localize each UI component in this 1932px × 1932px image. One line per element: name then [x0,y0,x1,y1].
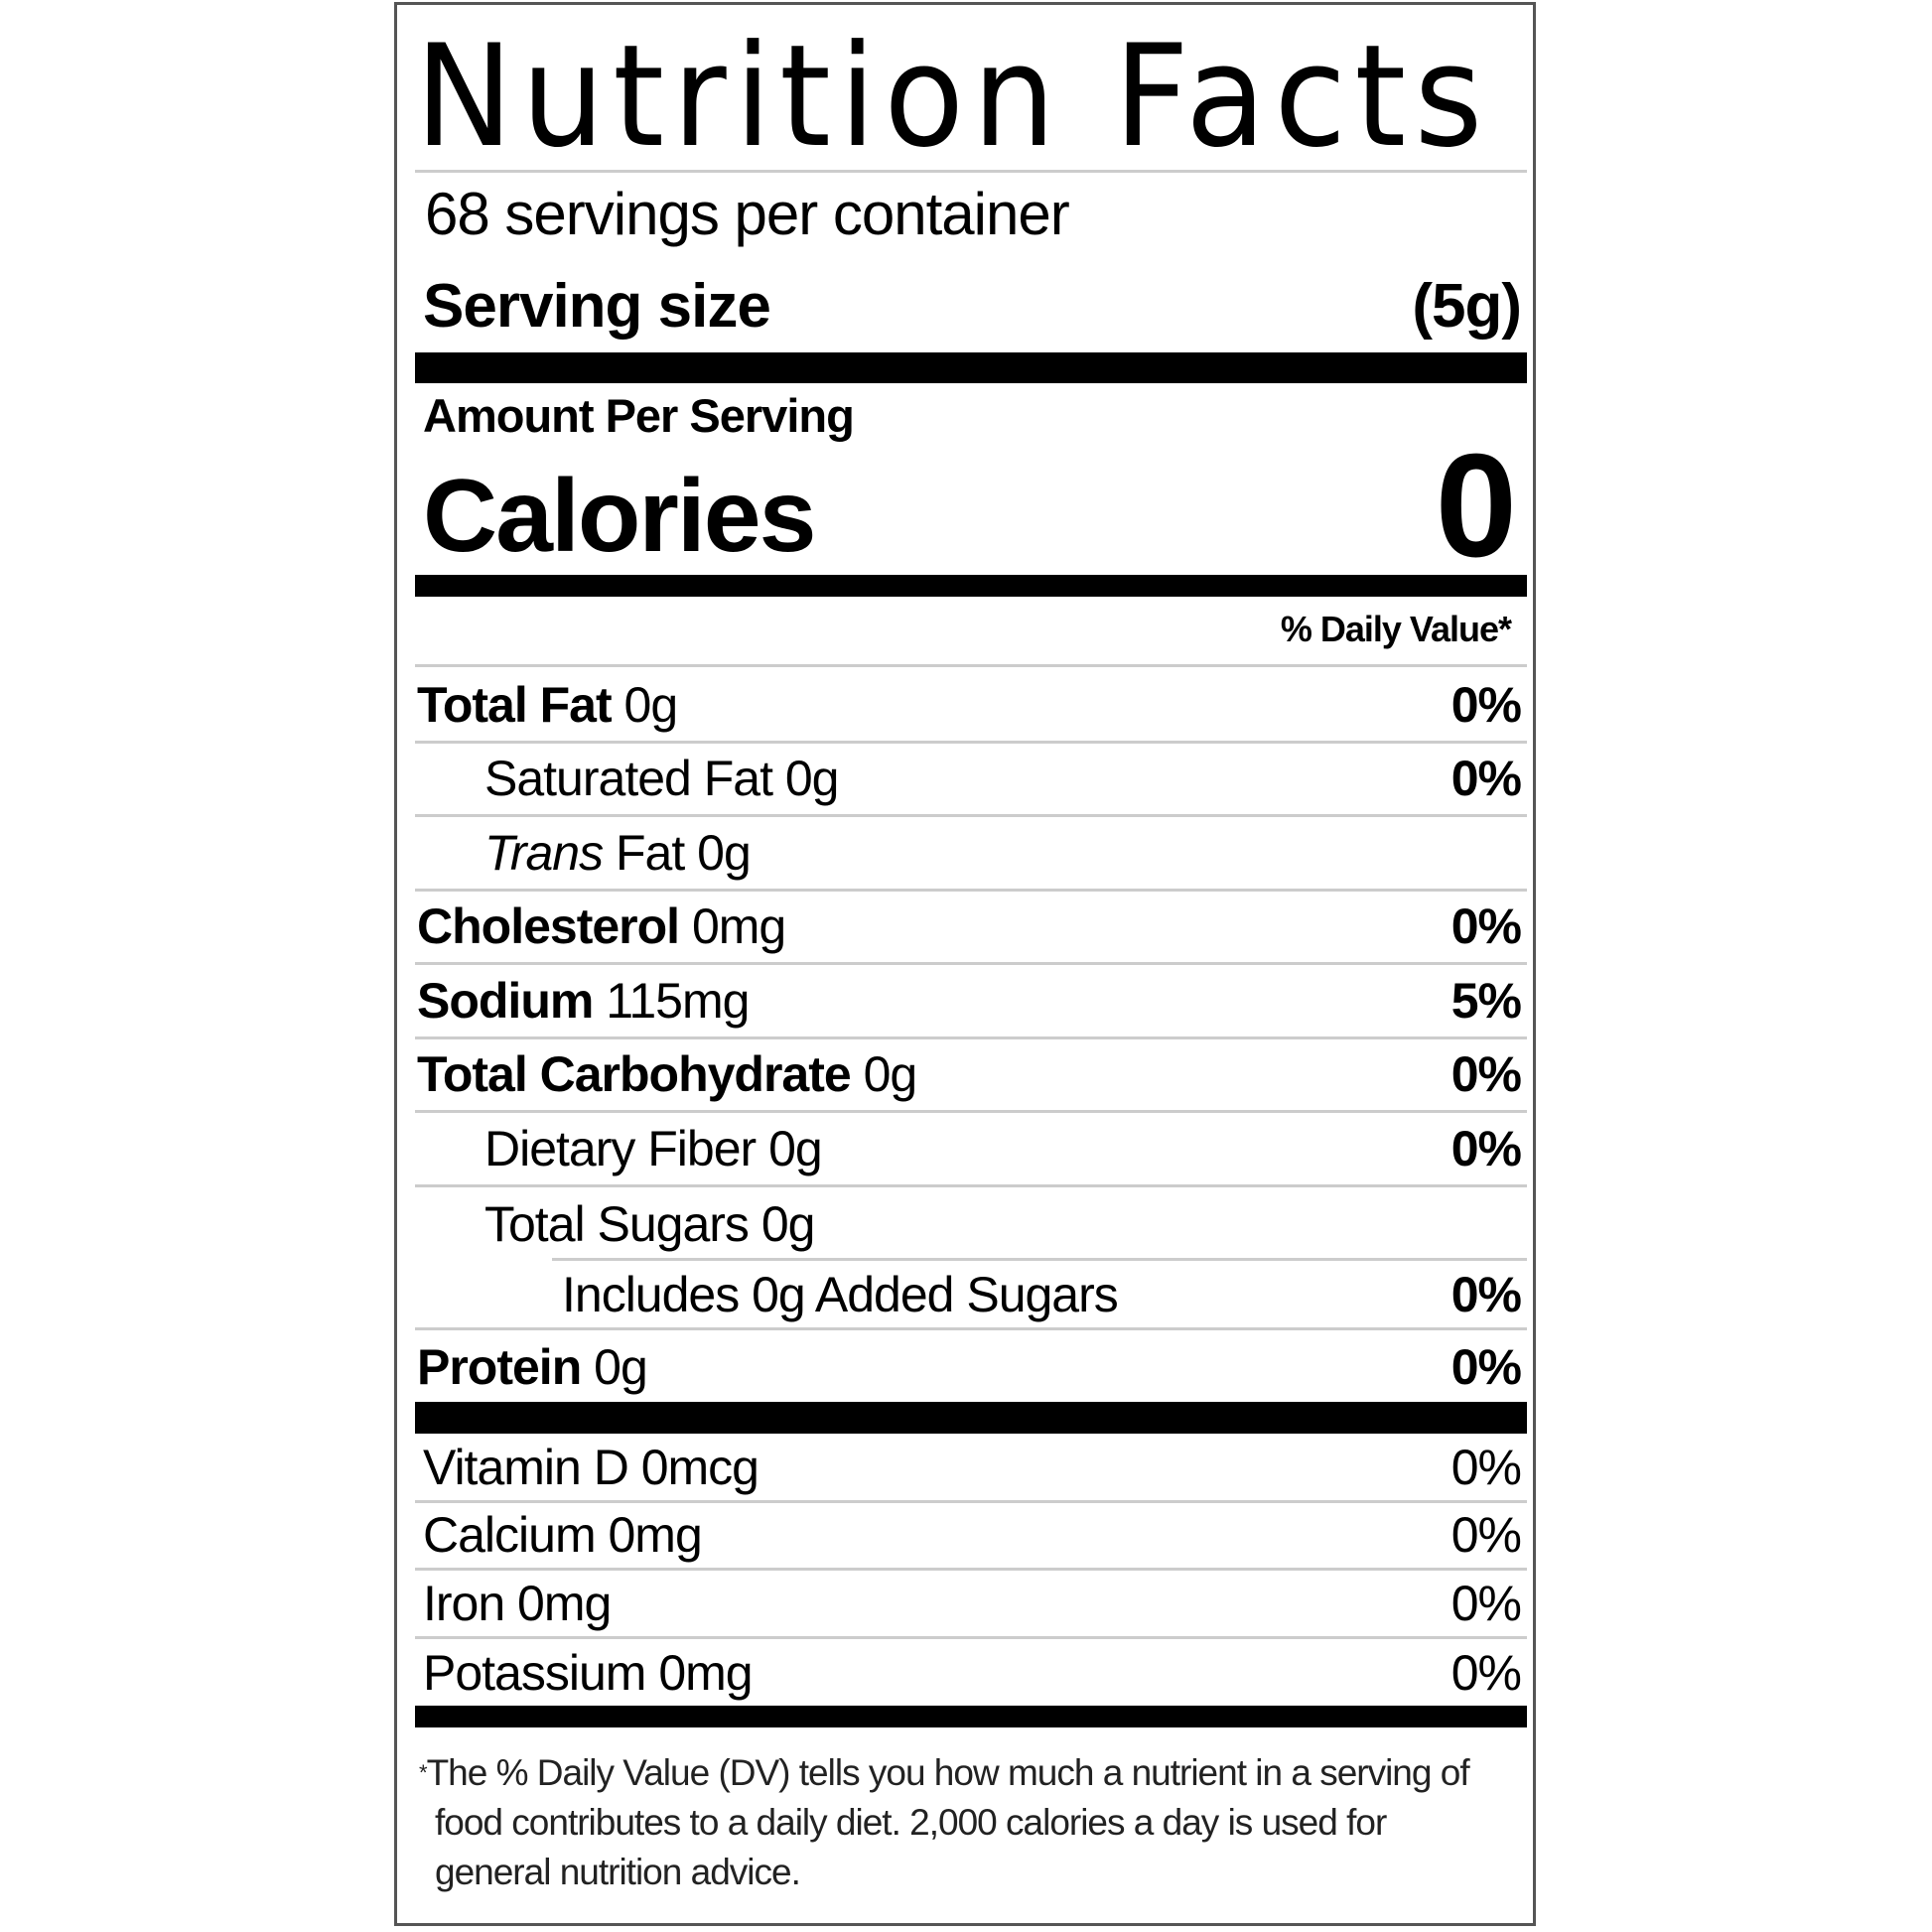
nutrient-list: Total Fat 0g 0% Saturated Fat 0g 0% Tran… [415,669,1527,1404]
nutrient-dv: 0% [1450,676,1522,733]
footnote-star: * [419,1760,428,1785]
vitamin-row: Vitamin D 0mcg 0% [415,1435,1527,1503]
nutrient-amount: 0g [863,1046,918,1103]
nutrient-name: Total Fat [417,676,613,733]
vitamin-row: Calcium 0mg 0% [415,1503,1527,1571]
nutrient-amount: 0g [623,676,679,733]
vitamin-name: Calcium 0mg [423,1507,703,1564]
nutrient-name: Includes 0g Added Sugars [562,1266,1119,1322]
nutrient-dv: 0% [1450,751,1522,807]
vitamin-row: Iron 0mg 0% [415,1571,1527,1639]
divider [415,170,1527,173]
nutrient-row-cholesterol: Cholesterol 0mg 0% [415,892,1527,965]
nutrient-row-total-fat: Total Fat 0g 0% [415,669,1527,744]
vitamin-dv: 0% [1450,1644,1522,1701]
nutrient-row-saturated-fat: Saturated Fat 0g 0% [415,744,1527,817]
serving-size-label: Serving size [423,272,771,341]
footnote: *The % Daily Value (DV) tells you how mu… [415,1748,1527,1897]
nutrient-amount: 0g [784,751,840,807]
amount-per-serving: Amount Per Serving [423,389,855,442]
nutrition-facts-label: Nutrition Facts 68 servings per containe… [394,2,1536,1926]
nutrient-row-total-carbohydrate: Total Carbohydrate 0g 0% [415,1039,1527,1113]
divider [415,664,1527,667]
label-title: Nutrition Facts [415,15,1491,179]
vitamin-name: Iron 0mg [423,1575,612,1631]
nutrient-dv: 0% [1450,1266,1522,1322]
nutrient-amount: 115mg [606,972,750,1029]
serving-size: Serving size (5g) [415,271,1527,343]
nutrient-amount: 0g [697,824,752,881]
footnote-text: The % Daily Value (DV) tells you how muc… [426,1752,1470,1892]
nutrient-row-total-sugars: Total Sugars 0g [415,1187,1527,1262]
vitamin-row: Potassium 0mg 0% [415,1639,1527,1708]
nutrient-row-added-sugars: Includes 0g Added Sugars 0% [415,1261,1527,1330]
calories-value: 0 [1435,424,1517,588]
medium-divider [415,575,1527,597]
nutrient-name: Sodium [417,972,594,1029]
nutrient-dv: 0% [1450,898,1522,955]
nutrient-name: Protein [417,1339,582,1395]
vitamin-list: Vitamin D 0mcg 0% Calcium 0mg 0% Iron 0m… [415,1435,1527,1707]
vitamin-name: Potassium 0mg [423,1644,754,1701]
nutrient-dv: 5% [1450,972,1522,1029]
nutrient-dv: 0% [1450,1120,1522,1176]
nutrient-name: Total Sugars [484,1195,750,1252]
medium-divider [415,1706,1527,1727]
nutrient-row-sodium: Sodium 115mg 5% [415,965,1527,1039]
serving-size-value: (5g) [1412,272,1522,341]
vitamin-name: Vitamin D 0mcg [423,1439,759,1495]
nutrient-name: Saturated Fat [484,751,773,807]
nutrient-dv: 0% [1450,1046,1522,1103]
nutrient-amount: 0g [594,1339,648,1395]
thick-divider [415,1402,1527,1434]
servings-per-container: 68 servings per container [425,181,1070,247]
vitamin-dv: 0% [1450,1439,1522,1495]
nutrient-name: Total Carbohydrate [417,1046,852,1103]
vitamin-dv: 0% [1450,1507,1522,1564]
nutrient-row-dietary-fiber: Dietary Fiber 0g 0% [415,1113,1527,1187]
nutrient-name: Dietary Fiber [484,1120,757,1176]
calories-row: Calories 0 [415,432,1527,581]
nutrient-amount: 0mg [691,898,786,955]
nutrient-amount: 0g [768,1120,823,1176]
nutrient-row-protein: Protein 0g 0% [415,1330,1527,1404]
daily-value-header: % Daily Value* [1280,609,1512,649]
vitamin-dv: 0% [1450,1575,1522,1631]
nutrient-dv: 0% [1450,1339,1522,1395]
nutrient-name-italic: Trans [484,824,604,881]
nutrient-name: Fat [616,824,685,881]
nutrient-name: Cholesterol [417,898,680,955]
thick-divider [415,352,1527,383]
calories-label: Calories [423,459,816,574]
nutrient-row-trans-fat: Trans Fat 0g [415,817,1527,892]
nutrient-amount: 0g [760,1195,816,1252]
